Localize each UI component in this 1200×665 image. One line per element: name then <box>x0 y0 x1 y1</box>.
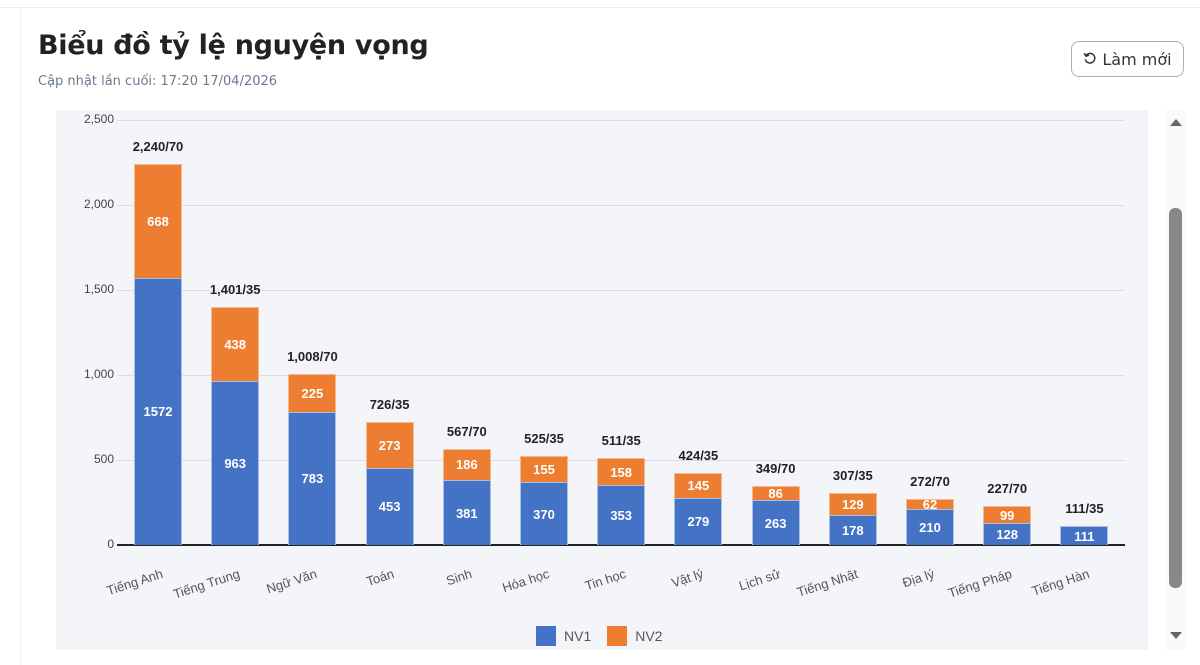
bar-segment-nv1[interactable]: 370 <box>520 482 568 545</box>
bar-segment-nv2[interactable]: 225 <box>288 373 337 412</box>
x-axis-line <box>117 544 1125 546</box>
scrollbar-thumb[interactable] <box>1169 208 1182 588</box>
bar-total-label: 227/70 <box>987 481 1028 497</box>
y-axis-tick: 1,500 <box>83 282 114 296</box>
bar-segment-nv1[interactable]: 453 <box>365 467 414 545</box>
refresh-label: Làm mới <box>1102 49 1172 69</box>
bar-segment-nv1[interactable]: 279 <box>674 497 723 545</box>
last-updated-text: Cập nhật lần cuối: 17:20 17/04/2026 <box>38 74 278 89</box>
scroll-up-arrow-icon[interactable] <box>1170 119 1182 126</box>
y-axis-tick: 2,000 <box>83 197 114 211</box>
page-title: Biểu đồ tỷ lệ nguyện vọng <box>38 30 429 61</box>
bar-segment-nv1[interactable]: 111 <box>1060 526 1109 545</box>
bar-segment-nv2[interactable]: 145 <box>674 472 723 498</box>
legend-item-nv1[interactable]: NV1 <box>536 626 591 646</box>
bar-total-label: 2,240/70 <box>132 139 184 155</box>
bar-segment-nv1[interactable]: 783 <box>288 411 337 545</box>
bar-segment-nv1[interactable]: 128 <box>983 523 1032 545</box>
bar-total-label: 1,401/35 <box>209 281 261 297</box>
bar-segment-nv1[interactable]: 963 <box>211 381 260 545</box>
gridline <box>117 290 1125 291</box>
bar-total-label: 1,008/70 <box>287 348 338 364</box>
bar-segment-nv2[interactable]: 155 <box>520 455 568 483</box>
legend-swatch-nv2 <box>607 626 628 646</box>
bar-total-label: 111/35 <box>1065 501 1104 517</box>
legend-label-nv2: NV2 <box>635 628 663 644</box>
scroll-down-arrow-icon[interactable] <box>1170 632 1182 639</box>
bar-segment-nv1[interactable]: 1572 <box>134 277 182 545</box>
y-axis-tick: 0 <box>107 537 114 551</box>
legend-swatch-nv1 <box>536 626 556 646</box>
gridline <box>117 120 1125 121</box>
y-axis-tick: 1,000 <box>83 367 114 381</box>
bar-segment-nv1[interactable]: 353 <box>597 484 646 545</box>
chart-legend: NV1 NV2 <box>536 626 670 646</box>
bar-total-label: 424/35 <box>678 447 719 463</box>
bar-total-label: 525/35 <box>524 430 564 446</box>
bar-segment-nv2[interactable]: 99 <box>983 506 1032 524</box>
y-axis-tick: 2,500 <box>83 112 114 126</box>
bar-total-label: 511/35 <box>601 433 641 449</box>
bar-segment-nv2[interactable]: 129 <box>828 492 877 515</box>
refresh-icon <box>1083 50 1097 69</box>
bar-segment-nv2[interactable]: 273 <box>365 421 414 468</box>
top-divider <box>0 7 1200 8</box>
bar-segment-nv2[interactable]: 186 <box>442 448 491 481</box>
bar-segment-nv2[interactable]: 158 <box>597 458 646 485</box>
left-divider <box>20 8 21 665</box>
bar-total-label: 272/70 <box>910 473 950 489</box>
gridline <box>117 375 1125 376</box>
bar-segment-nv1[interactable]: 210 <box>906 509 954 545</box>
bar-total-label: 349/70 <box>755 460 796 476</box>
bar-segment-nv2[interactable]: 86 <box>751 485 800 501</box>
bar-total-label: 567/70 <box>446 423 487 439</box>
legend-label-nv1: NV1 <box>564 628 592 644</box>
gridline <box>117 205 1125 206</box>
y-axis-tick: 500 <box>93 452 114 466</box>
bar-segment-nv1[interactable]: 178 <box>828 514 877 545</box>
legend-item-nv2[interactable]: NV2 <box>607 626 662 646</box>
bar-total-label: 726/35 <box>369 396 410 412</box>
refresh-button[interactable]: Làm mới <box>1071 41 1184 77</box>
bar-segment-nv2[interactable]: 438 <box>211 306 260 382</box>
bar-segment-nv1[interactable]: 381 <box>442 480 491 545</box>
bar-segment-nv2[interactable]: 668 <box>134 164 182 278</box>
bar-total-label: 307/35 <box>832 467 873 483</box>
bar-segment-nv1[interactable]: 263 <box>751 500 800 545</box>
bar-segment-nv2[interactable]: 62 <box>906 497 954 512</box>
